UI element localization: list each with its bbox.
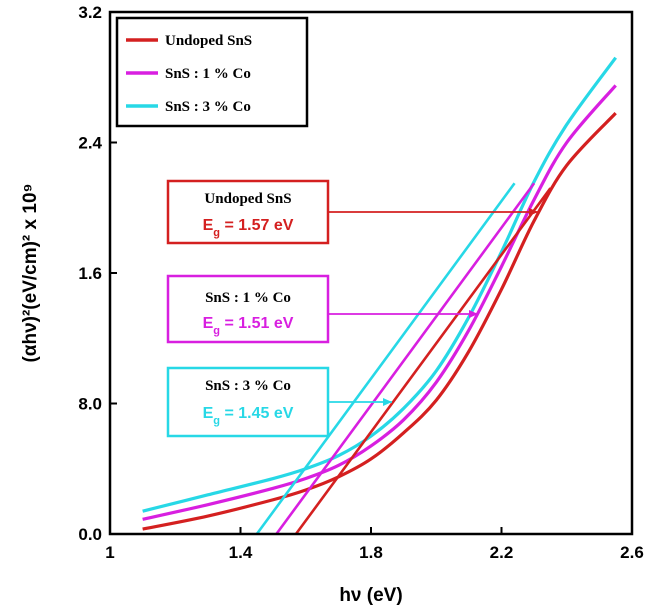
fit-line-co3: [255, 182, 516, 535]
annotation-eg-value-co1: 1.51 eV: [238, 315, 293, 332]
legend-label-co1: SnS : 1 % Co: [165, 66, 251, 82]
series-layer: [142, 56, 617, 531]
y-tick-label: 8.0: [78, 395, 102, 414]
annotation-eg-co3: Eg = 1.45 eV: [203, 405, 294, 427]
x-axis: 1 1.4 1.8 2.2 2.6: [105, 527, 644, 562]
annotation-title-co1: SnS : 1 % Co: [205, 290, 291, 306]
legend: Undoped SnS SnS : 1 % Co SnS : 3 % Co: [115, 16, 309, 128]
legend-label-co3: SnS : 3 % Co: [165, 99, 251, 115]
y-tick-label: 2.4: [78, 134, 102, 153]
annotation-co1: SnS : 1 % Co Eg = 1.51 eV: [166, 274, 478, 344]
fit-lines: [255, 182, 552, 535]
legend-label-undoped: Undoped SnS: [165, 33, 252, 49]
y-tick-label: 1.6: [78, 264, 102, 283]
annotation-title-co3: SnS : 3 % Co: [205, 378, 291, 394]
y-tick-label: 0.0: [78, 525, 102, 544]
series-line-undoped: [142, 112, 617, 531]
x-tick-label: 1.4: [229, 543, 253, 562]
annotation-box-undoped: [166, 179, 330, 245]
fit-line-co1: [275, 182, 536, 535]
x-tick-label: 2.2: [490, 543, 514, 562]
x-tick-label: 1: [105, 543, 114, 562]
annotation-eg-value-co3: 1.45 eV: [238, 405, 293, 422]
series-line-co3: [142, 56, 617, 513]
annotation-eg-co1: Eg = 1.51 eV: [203, 315, 294, 337]
y-axis-title: (αhν)²(eV/cm)² x 10⁹: [20, 183, 41, 362]
annotation-box-co3: [166, 366, 330, 438]
x-tick-label: 1.8: [359, 543, 383, 562]
annotation-box-co1: [166, 274, 330, 344]
annotation-eg-undoped: Eg = 1.57 eV: [203, 217, 294, 239]
annotation-co3: SnS : 3 % Co Eg = 1.45 eV: [166, 366, 392, 438]
annotation-undoped: Undoped SnS Eg = 1.57 eV: [166, 179, 538, 245]
fit-line-undoped: [294, 187, 552, 535]
series-line-co1: [142, 84, 617, 521]
annotation-title-undoped: Undoped SnS: [204, 191, 291, 207]
annotation-eg-value-undoped: 1.57 eV: [238, 217, 293, 234]
y-tick-label: 3.2: [78, 3, 102, 22]
y-axis: 0.0 8.0 1.6 2.4 3.2: [78, 3, 117, 544]
x-axis-title: hν (eV): [339, 585, 402, 606]
x-tick-label: 2.6: [620, 543, 644, 562]
